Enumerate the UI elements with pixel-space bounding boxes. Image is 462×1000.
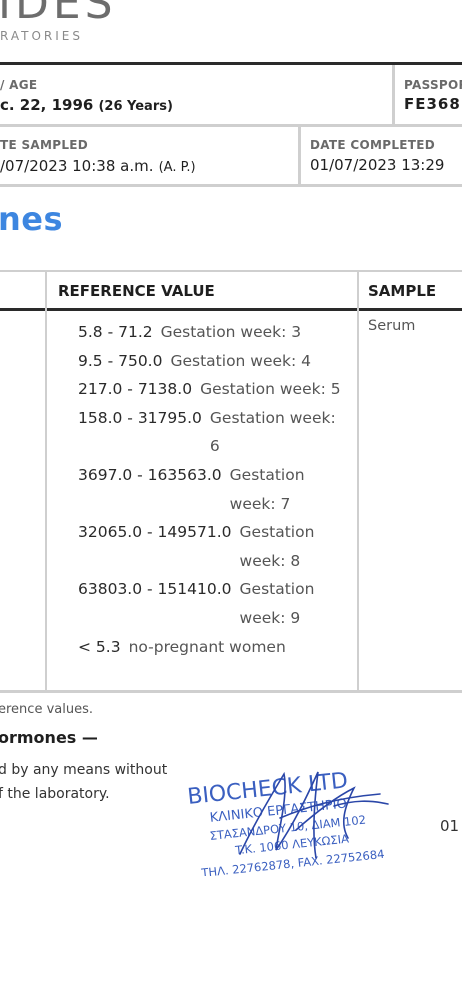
- sample-header: SAMPLE: [368, 282, 437, 300]
- table-column-line: [45, 270, 47, 692]
- reference-range: 9.5 - 750.0: [78, 351, 163, 370]
- lab-logo-text: IDES: [0, 0, 117, 29]
- age-value: (26 Years): [98, 99, 173, 114]
- table-top-border: [0, 270, 462, 272]
- reference-row: 158.0 - 31795.0 Gestation week: 6: [78, 404, 348, 461]
- copyright-line: f the laboratory.: [0, 786, 110, 802]
- section-end-marker: ormones —: [0, 728, 98, 747]
- dob-age-cell: / AGE c. 22, 1996 (26 Years): [0, 78, 173, 114]
- reference-note: Gestation week: 7: [229, 465, 305, 513]
- reference-note: Gestation week: 9: [239, 580, 315, 627]
- reference-footnote: erence values.: [0, 702, 93, 717]
- reference-range: 3697.0 - 163563.0: [78, 465, 222, 484]
- cell-divider: [392, 65, 395, 124]
- lab-stamp: BIOCHECK LTD ΚΛΙΝΙΚΟ ΕΡΓΑΣΤΗΡΙΟ ΣΤΑΣΑΝΔΡ…: [186, 768, 389, 876]
- section-title: nes: [0, 200, 64, 238]
- lab-logo-subtitle: RATORIES: [0, 29, 83, 43]
- passport-cell: PASSPOR FE368: [404, 78, 462, 113]
- reference-note: Gestation week: 6: [209, 408, 336, 456]
- reference-row: 3697.0 - 163563.0 Gestation week: 7: [78, 461, 348, 518]
- sample-value: Serum: [368, 318, 416, 334]
- table-bottom-border: [0, 690, 462, 693]
- date-sampled-value: /07/2023 10:38 a.m.: [0, 157, 154, 175]
- date-sampled-suffix: (A. P.): [158, 160, 196, 175]
- reference-note: Gestation week: 5: [200, 380, 341, 399]
- reference-row: 32065.0 - 149571.0 Gestation week: 8: [78, 518, 348, 575]
- reference-range: < 5.3: [78, 637, 121, 656]
- reference-range: 5.8 - 71.2: [78, 323, 153, 341]
- row-divider: [0, 124, 462, 127]
- reference-range: 63803.0 - 151410.0: [78, 580, 232, 599]
- reference-note: Gestation week: 3: [160, 323, 302, 341]
- reference-note: Gestation week: 8: [239, 523, 315, 570]
- date-sampled-cell: TE SAMPLED /07/2023 10:38 a.m. (A. P.): [0, 138, 196, 175]
- reference-row: 5.8 - 71.2 Gestation week: 3: [78, 318, 348, 347]
- reference-row: 63803.0 - 151410.0 Gestation week: 9: [78, 575, 348, 632]
- dob-value: c. 22, 1996: [0, 96, 94, 114]
- passport-value: FE368: [404, 95, 461, 113]
- dob-age-label: / AGE: [0, 78, 38, 92]
- date-completed-cell: DATE COMPLETED 01/07/2023 13:29: [310, 138, 444, 174]
- copyright-line: d by any means without: [0, 762, 168, 778]
- signature-scribble: [239, 771, 389, 859]
- reference-row: 217.0 - 7138.0 Gestation week: 5: [78, 375, 348, 404]
- copyright-notice: d by any means without f the laboratory.: [0, 758, 167, 806]
- page-fragment: 01: [440, 817, 460, 835]
- passport-label: PASSPOR: [404, 78, 462, 92]
- reference-range: 32065.0 - 149571.0: [78, 523, 232, 542]
- header-rule: [0, 62, 462, 65]
- reference-row: < 5.3 no-pregnant women: [78, 633, 348, 662]
- date-completed-label: DATE COMPLETED: [310, 138, 436, 152]
- reference-range: 158.0 - 31795.0: [78, 408, 202, 427]
- reference-note: Gestation week: 4: [170, 351, 312, 370]
- date-completed-value: 01/07/2023 13:29: [310, 156, 445, 174]
- table-column-line: [357, 270, 359, 692]
- row-divider: [0, 184, 462, 187]
- reference-range: 217.0 - 7138.0: [78, 380, 193, 399]
- reference-row: 9.5 - 750.0 Gestation week: 4: [78, 347, 348, 376]
- reference-value-list: 5.8 - 71.2 Gestation week: 3 9.5 - 750.0…: [78, 318, 348, 661]
- table-header-rule: [0, 308, 462, 311]
- date-sampled-label: TE SAMPLED: [0, 138, 89, 152]
- reference-value-header: REFERENCE VALUE: [58, 282, 215, 300]
- cell-divider: [298, 127, 301, 185]
- reference-note: no-pregnant women: [128, 637, 286, 656]
